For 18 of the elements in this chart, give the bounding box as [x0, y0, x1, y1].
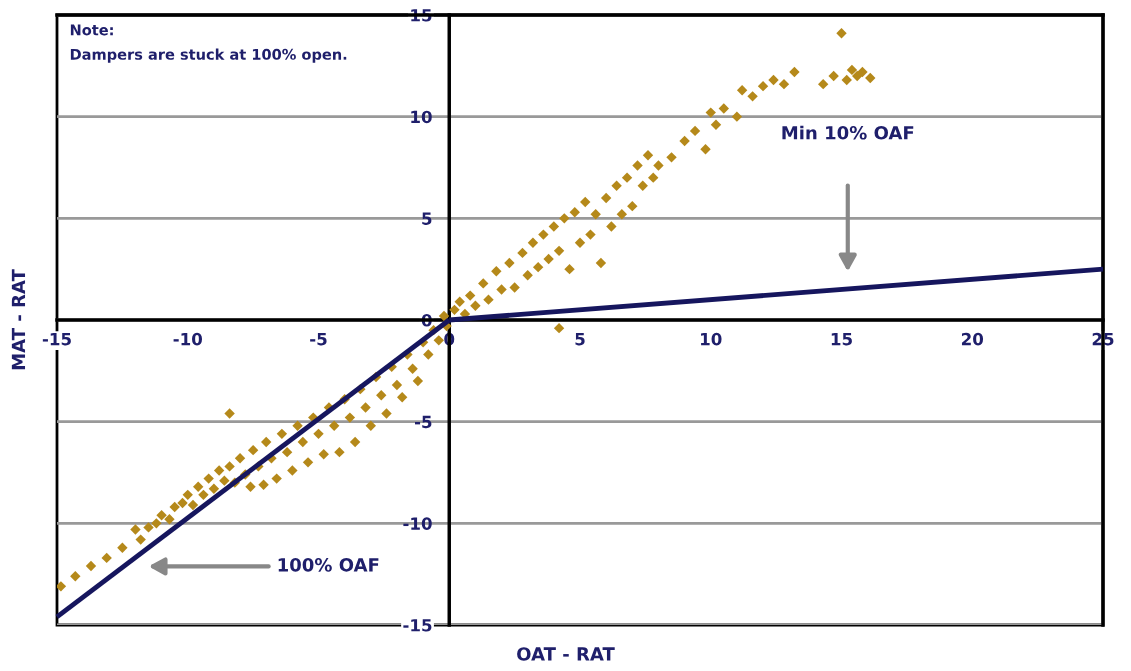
x-tick-label: 20 [961, 332, 984, 346]
y-axis-title: MAT - RAT [11, 269, 26, 370]
x-tick-label: 15 [831, 333, 852, 346]
x-tick-label: -15 [42, 333, 71, 346]
annotation: Min 10% OAF [782, 125, 914, 140]
y-tick-label: 5 [422, 212, 432, 225]
annotation: Note: [70, 24, 113, 36]
y-tick-label: -5 [414, 415, 432, 429]
annotation: Dampers are stuck at 100% open. [70, 48, 347, 63]
x-tick-label: 10 [701, 332, 722, 346]
y-tick-label: 10 [411, 110, 432, 124]
x-tick-label: -5 [310, 333, 327, 346]
y-tick-label: -10 [403, 517, 432, 530]
annotation: 100% OAF [278, 558, 379, 572]
x-axis-title: OAT - RAT [517, 647, 615, 661]
x-tick-label: 5 [575, 333, 585, 346]
y-tick-label: -15 [403, 619, 432, 632]
x-tick-label: -10 [173, 332, 203, 346]
